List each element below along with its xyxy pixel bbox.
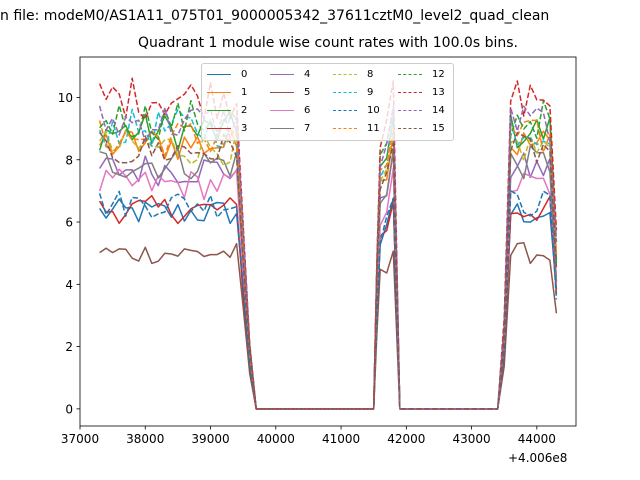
legend-swatch (333, 128, 357, 129)
legend-swatch (270, 110, 294, 111)
x-tick-label: 43000 (452, 432, 490, 446)
y-tick-label: 2 (65, 340, 73, 354)
legend-swatch (207, 128, 231, 129)
chart-title: Quadrant 1 module wise count rates with … (138, 35, 518, 51)
legend-swatch (207, 74, 231, 75)
legend-swatch (270, 92, 294, 93)
series-line-5 (99, 242, 558, 410)
series-line-8 (98, 128, 558, 410)
x-offset-label: +4.006e8 (508, 451, 568, 465)
legend-label: 1 (241, 87, 248, 98)
x-tick-label: 42000 (387, 432, 425, 446)
legend-swatch (207, 110, 231, 111)
axes: 37000 38000 39000 40000 41000 42000 43000 44000… (58, 56, 577, 446)
x-tick-label: 37000 (61, 432, 99, 446)
figure-suptitle: n file: modeM0/AS1A11_075T01_9000005342_… (0, 8, 550, 24)
x-tick-label: 38000 (126, 432, 164, 446)
legend-swatch (333, 74, 357, 75)
legend-label: 9 (367, 87, 374, 98)
series-line-3 (98, 194, 558, 410)
legend: 0 1 2 3 4 5 6 7 8 9 10 11 12 13 14 15 (201, 63, 454, 141)
legend-swatch (270, 128, 294, 129)
series-line-4 (98, 150, 558, 410)
series-line-15 (99, 131, 558, 410)
x-tick-label: 39000 (191, 432, 229, 446)
legend-label: 10 (367, 105, 380, 116)
legend-label: 13 (432, 87, 445, 98)
series-line-10 (98, 190, 558, 410)
legend-swatch (333, 92, 357, 93)
legend-swatch (398, 92, 422, 93)
y-tick-label: 8 (65, 153, 73, 167)
legend-swatch (398, 128, 422, 129)
x-tick-label: 41000 (322, 432, 360, 446)
legend-label: 3 (241, 123, 248, 134)
legend-label: 0 (241, 69, 248, 80)
legend-swatch (398, 110, 422, 111)
x-tick-label: 40000 (257, 432, 295, 446)
y-tick-label: 4 (65, 278, 73, 292)
legend-swatch (398, 74, 422, 75)
series-line-9 (98, 108, 558, 410)
legend-label: 11 (367, 123, 380, 134)
legend-swatch (333, 110, 357, 111)
legend-label: 15 (432, 123, 445, 134)
series-line-2 (98, 111, 558, 410)
legend-label: 8 (367, 69, 374, 80)
y-tick-label: 6 (65, 216, 73, 230)
legend-label: 12 (432, 69, 445, 80)
legend-label: 7 (304, 123, 311, 134)
y-tick-label: 10 (58, 91, 73, 105)
legend-label: 5 (304, 87, 311, 98)
x-tick-label: 44000 (518, 432, 556, 446)
series-line-7 (99, 145, 558, 410)
legend-swatch (207, 92, 231, 93)
legend-label: 6 (304, 105, 311, 116)
y-tick-label: 0 (65, 402, 73, 416)
legend-swatch (270, 74, 294, 75)
axes-frame (79, 56, 577, 427)
legend-label: 4 (304, 69, 311, 80)
series-line-0 (98, 197, 558, 410)
legend-label: 2 (241, 105, 248, 116)
legend-label: 14 (432, 105, 445, 116)
